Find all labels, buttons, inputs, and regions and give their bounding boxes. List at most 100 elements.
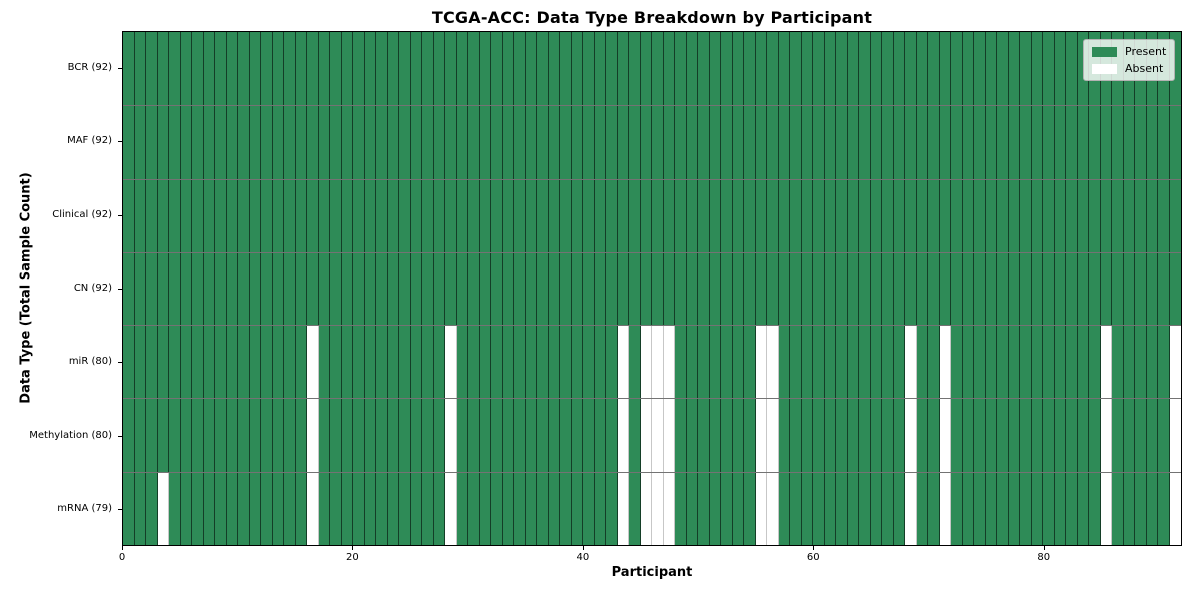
- heatmap-cell: [893, 399, 905, 472]
- heatmap-cell: [985, 106, 997, 179]
- heatmap-cell: [272, 32, 284, 106]
- heatmap-cell: [698, 326, 710, 399]
- heatmap-cell: [985, 252, 997, 326]
- heatmap-cell: [123, 32, 135, 106]
- heatmap-cell: [594, 106, 606, 179]
- heatmap-cell: [882, 32, 894, 106]
- heatmap-cell: [364, 32, 376, 106]
- heatmap-cell: [721, 399, 733, 472]
- heatmap-cell: [502, 252, 514, 326]
- heatmap-cell: [778, 32, 790, 106]
- heatmap-cell: [123, 179, 135, 252]
- heatmap-cell: [364, 326, 376, 399]
- heatmap-cell: [387, 32, 399, 106]
- x-tick-mark: [813, 546, 815, 550]
- heatmap-cell: [387, 472, 399, 545]
- heatmap-cell: [146, 472, 158, 545]
- heatmap-cell: [617, 326, 629, 399]
- heatmap-cell: [709, 179, 721, 252]
- heatmap-cell: [893, 472, 905, 545]
- heatmap-cell: [1169, 106, 1181, 179]
- heatmap-cell: [146, 252, 158, 326]
- heatmap-cell: [974, 32, 986, 106]
- heatmap-cell: [1158, 106, 1170, 179]
- heatmap-cell: [939, 399, 951, 472]
- heatmap-cell: [537, 252, 549, 326]
- heatmap-cell: [594, 179, 606, 252]
- heatmap-cell: [1100, 472, 1112, 545]
- heatmap-cell: [663, 252, 675, 326]
- heatmap-cell: [1066, 472, 1078, 545]
- heatmap-cell: [813, 399, 825, 472]
- heatmap-cell: [813, 179, 825, 252]
- heatmap-cell: [744, 399, 756, 472]
- heatmap-cell: [1100, 326, 1112, 399]
- heatmap-cell: [514, 32, 526, 106]
- heatmap-cell: [330, 179, 342, 252]
- heatmap-cell: [353, 399, 365, 472]
- heatmap-cell: [468, 252, 480, 326]
- heatmap-cell: [847, 472, 859, 545]
- heatmap-cell: [732, 179, 744, 252]
- heatmap-cell: [468, 399, 480, 472]
- heatmap-cell: [813, 32, 825, 106]
- heatmap-cell: [790, 472, 802, 545]
- y-tick-mark: [118, 435, 122, 437]
- heatmap-cell: [1112, 472, 1124, 545]
- heatmap-cell: [732, 106, 744, 179]
- heatmap-cell: [456, 179, 468, 252]
- heatmap-cell: [836, 326, 848, 399]
- heatmap-cell: [767, 252, 779, 326]
- heatmap-cell: [732, 32, 744, 106]
- heatmap-cell: [387, 179, 399, 252]
- heatmap-cell: [249, 106, 261, 179]
- heatmap-cell: [422, 179, 434, 252]
- heatmap-cell: [905, 32, 917, 106]
- heatmap-cell: [629, 472, 641, 545]
- heatmap-cell: [261, 472, 273, 545]
- heatmap-cell: [157, 326, 169, 399]
- heatmap-cell: [951, 472, 963, 545]
- heatmap-cell: [249, 326, 261, 399]
- heatmap-cell: [295, 399, 307, 472]
- heatmap-cell: [801, 326, 813, 399]
- heatmap-cell: [491, 399, 503, 472]
- heatmap-cell: [606, 399, 618, 472]
- heatmap-cell: [548, 472, 560, 545]
- heatmap-cell: [617, 179, 629, 252]
- heatmap-cell: [341, 399, 353, 472]
- heatmap-cell: [479, 399, 491, 472]
- heatmap-cell: [192, 179, 204, 252]
- heatmap-cell: [330, 32, 342, 106]
- heatmap-cell: [686, 472, 698, 545]
- heatmap-cell: [1020, 252, 1032, 326]
- heatmap-cell: [778, 472, 790, 545]
- heatmap-cell: [502, 326, 514, 399]
- heatmap-cell: [686, 179, 698, 252]
- heatmap-cell: [157, 179, 169, 252]
- heatmap-cell: [399, 32, 411, 106]
- heatmap-cell: [238, 32, 250, 106]
- heatmap-cell: [134, 32, 146, 106]
- heatmap-cell: [790, 179, 802, 252]
- heatmap-cell: [916, 106, 928, 179]
- heatmap-cell: [134, 252, 146, 326]
- heatmap-cell: [479, 472, 491, 545]
- heatmap-cell: [640, 106, 652, 179]
- heatmap-cell: [939, 179, 951, 252]
- heatmap-cell: [341, 32, 353, 106]
- heatmap-cell: [1077, 179, 1089, 252]
- heatmap-cell: [353, 472, 365, 545]
- heatmap-cell: [1043, 326, 1055, 399]
- y-tick-label: Clinical (92): [52, 208, 112, 220]
- heatmap-cell: [307, 32, 319, 106]
- heatmap-cell: [146, 32, 158, 106]
- heatmap-cell: [767, 326, 779, 399]
- heatmap-cell: [652, 179, 664, 252]
- heatmap-cell: [180, 326, 192, 399]
- heatmap-cell: [962, 252, 974, 326]
- heatmap-cell: [295, 472, 307, 545]
- heatmap-cell: [1146, 399, 1158, 472]
- heatmap-cell: [1008, 326, 1020, 399]
- heatmap-cell: [146, 326, 158, 399]
